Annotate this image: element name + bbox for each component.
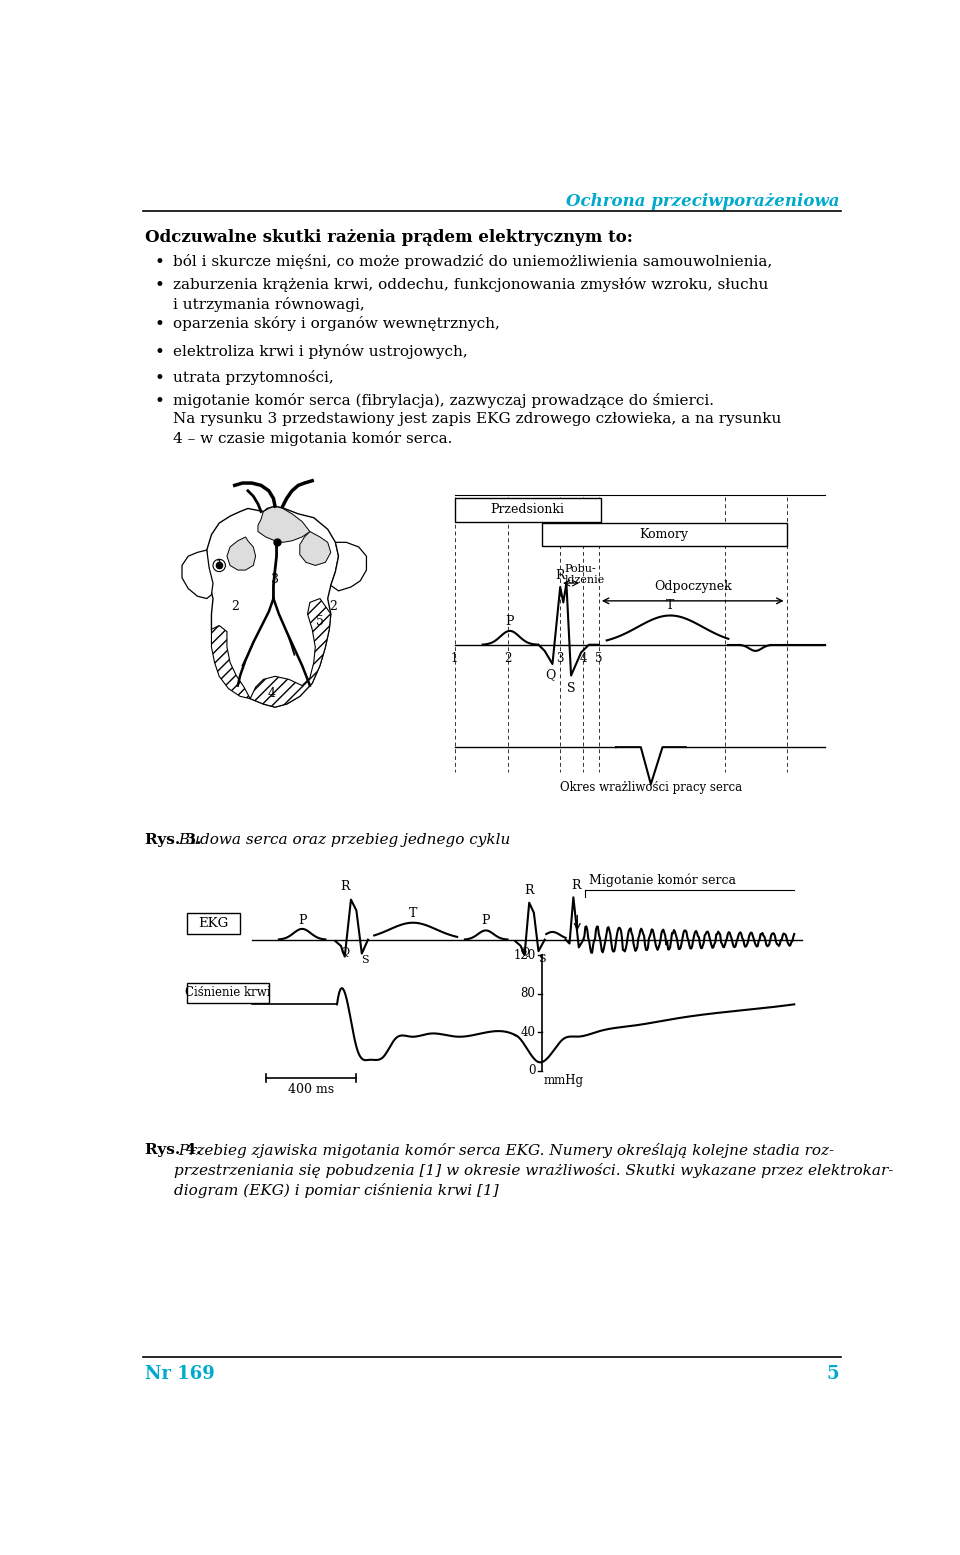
Polygon shape xyxy=(300,532,331,566)
Polygon shape xyxy=(211,625,251,698)
Text: 2: 2 xyxy=(504,653,511,666)
Polygon shape xyxy=(251,599,331,708)
Text: 1: 1 xyxy=(451,653,459,666)
Text: Budowa serca oraz przebieg jednego cyklu: Budowa serca oraz przebieg jednego cyklu xyxy=(175,833,511,847)
Text: 5: 5 xyxy=(595,653,603,666)
Text: oparzenia skóry i organów wewnętrznych,: oparzenia skóry i organów wewnętrznych, xyxy=(173,316,499,331)
Polygon shape xyxy=(206,505,339,708)
Text: 5: 5 xyxy=(827,1365,839,1382)
Text: T: T xyxy=(666,599,675,613)
Text: mmHg: mmHg xyxy=(544,1075,584,1087)
Text: P: P xyxy=(482,914,490,927)
Text: 0: 0 xyxy=(528,1064,536,1078)
Text: •: • xyxy=(155,370,164,387)
Text: •: • xyxy=(155,255,164,272)
Text: 4: 4 xyxy=(267,687,276,700)
Text: R: R xyxy=(556,569,564,582)
Text: Ochrona przeciwporażeniowa: Ochrona przeciwporażeniowa xyxy=(565,193,839,210)
Text: R: R xyxy=(340,880,349,894)
Polygon shape xyxy=(182,550,213,599)
Text: 400 ms: 400 ms xyxy=(288,1082,334,1096)
Text: P: P xyxy=(506,614,514,628)
Text: Rys. 3.: Rys. 3. xyxy=(145,833,202,847)
Text: zaburzenia krążenia krwi, oddechu, funkcjonowania zmysłów wzroku, słuchu
i utrzy: zaburzenia krążenia krwi, oddechu, funkc… xyxy=(173,277,768,313)
Text: •: • xyxy=(155,393,164,411)
Text: R: R xyxy=(524,885,534,897)
Text: 40: 40 xyxy=(520,1026,536,1039)
Text: 1: 1 xyxy=(215,558,223,572)
Text: 2: 2 xyxy=(230,600,239,613)
Text: Komory: Komory xyxy=(639,529,688,541)
Text: elektroliza krwi i płynów ustrojowych,: elektroliza krwi i płynów ustrojowych, xyxy=(173,345,468,359)
Text: T: T xyxy=(409,907,418,919)
Text: Migotanie komór serca: Migotanie komór serca xyxy=(588,874,736,888)
Text: Odczuwalne skutki rażenia prądem elektrycznym to:: Odczuwalne skutki rażenia prądem elektry… xyxy=(145,229,633,246)
Text: Q: Q xyxy=(520,947,529,958)
Text: Q: Q xyxy=(545,667,556,681)
FancyBboxPatch shape xyxy=(186,913,240,933)
Text: 5: 5 xyxy=(316,616,324,628)
Text: Okres wrażliwości pracy serca: Okres wrażliwości pracy serca xyxy=(560,781,742,795)
FancyBboxPatch shape xyxy=(186,983,269,1003)
Text: Ciśnienie krwi: Ciśnienie krwi xyxy=(185,986,271,1000)
Text: 80: 80 xyxy=(520,987,536,1000)
Text: S: S xyxy=(361,955,369,966)
Polygon shape xyxy=(331,543,367,591)
Text: Pobu-
ldzenie: Pobu- ldzenie xyxy=(564,564,605,586)
Text: Przebieg zjawiska migotania komór serca EKG. Numery określają kolejne stadia roz: Przebieg zjawiska migotania komór serca … xyxy=(175,1143,894,1197)
Text: migotanie komór serca (fibrylacja), zazwyczaj prowadzące do śmierci.
Na rysunku : migotanie komór serca (fibrylacja), zazw… xyxy=(173,393,781,446)
Text: 120: 120 xyxy=(514,949,536,961)
Text: •: • xyxy=(155,316,164,333)
Text: P: P xyxy=(298,914,306,927)
Text: •: • xyxy=(155,345,164,361)
Text: S: S xyxy=(539,953,546,964)
Text: Q: Q xyxy=(340,947,349,958)
Text: •: • xyxy=(155,277,164,294)
Text: ból i skurcze mięśni, co może prowadzić do uniemożliwienia samouwolnienia,: ból i skurcze mięśni, co może prowadzić … xyxy=(173,255,772,269)
Text: 3: 3 xyxy=(557,653,564,666)
Text: R: R xyxy=(571,879,581,893)
Polygon shape xyxy=(227,536,255,571)
FancyBboxPatch shape xyxy=(542,522,786,546)
Text: 3: 3 xyxy=(271,572,279,586)
Text: S: S xyxy=(566,681,575,695)
Text: Nr 169: Nr 169 xyxy=(145,1365,214,1382)
Text: Przedsionki: Przedsionki xyxy=(491,504,564,516)
Text: Odpoczynek: Odpoczynek xyxy=(654,580,732,592)
Text: utrata przytomności,: utrata przytomności, xyxy=(173,370,333,384)
Text: EKG: EKG xyxy=(199,917,228,930)
Text: 2: 2 xyxy=(329,600,337,613)
Polygon shape xyxy=(258,505,310,543)
Text: Rys. 4.: Rys. 4. xyxy=(145,1143,202,1157)
Text: 4: 4 xyxy=(580,653,588,666)
FancyBboxPatch shape xyxy=(455,499,601,521)
